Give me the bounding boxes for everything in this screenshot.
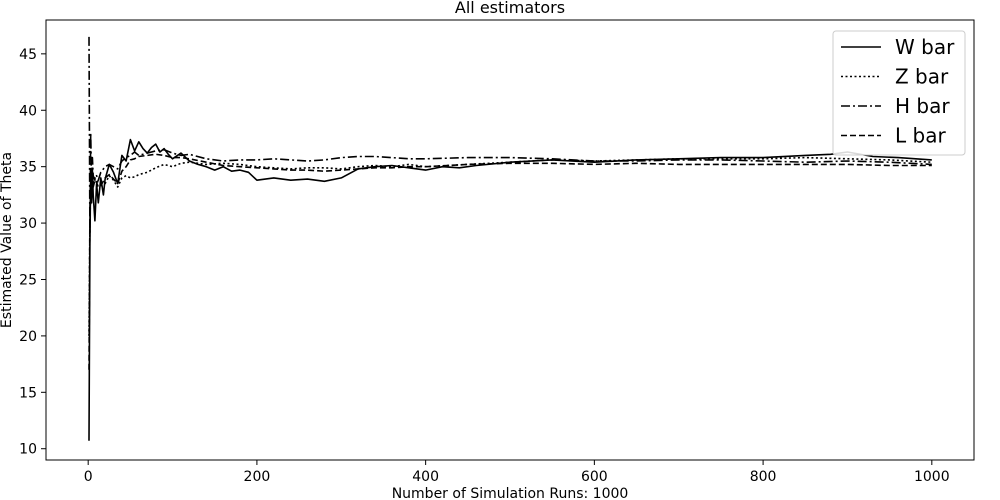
x-tick-label: 400 xyxy=(412,469,439,485)
series-line-h-bar xyxy=(88,36,932,236)
legend-frame xyxy=(832,30,966,156)
y-axis-label: Estimated Value of Theta xyxy=(0,152,15,328)
y-tick-label: 45 xyxy=(19,47,37,63)
x-tick-label: 1000 xyxy=(914,469,950,485)
y-axis-ticks: 10 15 20 25 30 35 40 45 xyxy=(19,47,46,458)
x-tick-label: 800 xyxy=(750,469,777,485)
x-tick-label: 600 xyxy=(581,469,608,485)
y-tick-label: 20 xyxy=(19,329,37,345)
x-tick-label: 200 xyxy=(244,469,271,485)
series-line-z-bar xyxy=(88,156,932,336)
x-axis-label: Number of Simulation Runs: 1000 xyxy=(392,486,629,500)
legend-label: Z bar xyxy=(895,65,949,89)
plot-frame xyxy=(45,19,975,461)
x-axis-ticks: 0 200 400 600 800 1000 xyxy=(84,460,950,485)
y-tick-label: 25 xyxy=(19,272,37,288)
y-tick-label: 30 xyxy=(19,216,37,232)
series-layer xyxy=(88,36,932,441)
series-line-l-bar xyxy=(88,153,932,370)
legend-label: H bar xyxy=(895,94,950,118)
x-tick-label: 0 xyxy=(84,469,93,485)
legend: W bar Z bar H bar L bar xyxy=(832,30,966,156)
legend-label: L bar xyxy=(895,124,946,148)
legend-label: W bar xyxy=(895,35,955,59)
y-tick-label: 15 xyxy=(19,385,37,401)
series-line-w-bar xyxy=(88,138,932,441)
y-tick-label: 35 xyxy=(19,160,37,176)
y-tick-label: 10 xyxy=(19,442,37,458)
y-tick-label: 40 xyxy=(19,103,37,119)
chart-title: All estimators xyxy=(455,0,565,17)
